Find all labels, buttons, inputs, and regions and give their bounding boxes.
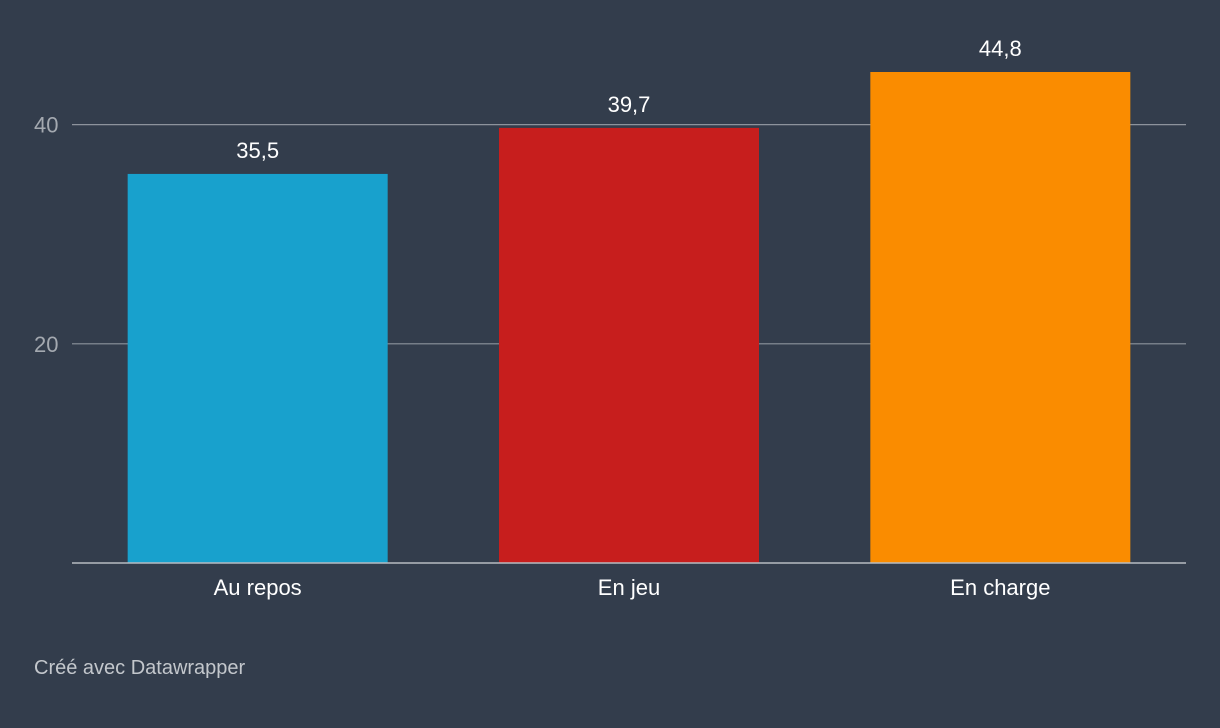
bars bbox=[127, 72, 1131, 564]
value-label: 39,7 bbox=[608, 92, 651, 117]
category-label: En jeu bbox=[598, 575, 660, 600]
value-label: 44,8 bbox=[979, 36, 1022, 61]
value-label: 35,5 bbox=[236, 138, 279, 163]
category-label: En charge bbox=[950, 575, 1050, 600]
y-tick-label: 40 bbox=[34, 113, 58, 138]
category-label: Au repos bbox=[214, 575, 302, 600]
credit-text: Créé avec Datawrapper bbox=[34, 657, 246, 679]
y-tick-label: 20 bbox=[34, 332, 58, 357]
bar-en-jeu bbox=[499, 127, 759, 564]
bar-au-repos bbox=[127, 173, 388, 564]
labels: 20 40 35,5 Au repos 39,7 En jeu 44,8 En charge bbox=[34, 36, 1186, 600]
bar-en-charge bbox=[870, 72, 1131, 563]
